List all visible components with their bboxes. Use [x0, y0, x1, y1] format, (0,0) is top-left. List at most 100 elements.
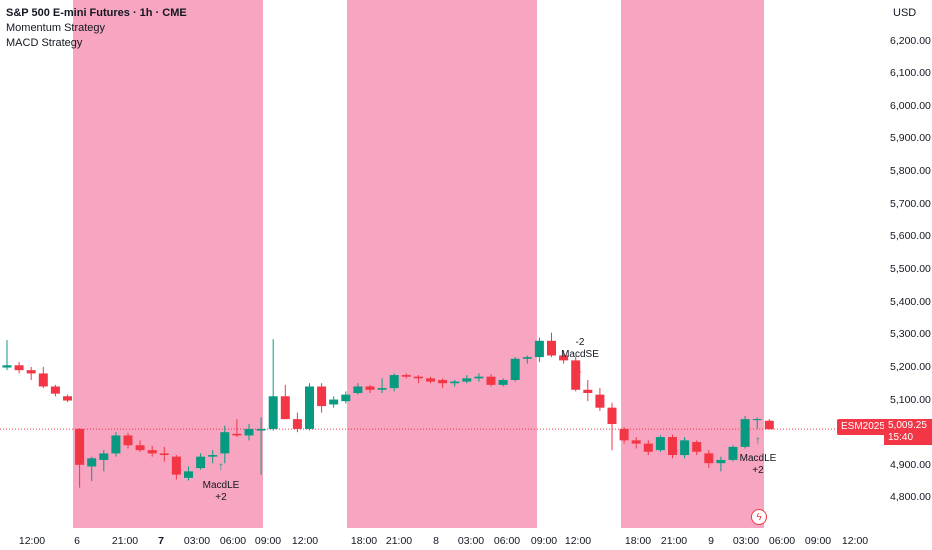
price-tick-label: 6,000.00 — [890, 99, 931, 112]
price-tick-label: 5,500.00 — [890, 262, 931, 275]
short-entry-arrow-icon: ↓ — [577, 362, 583, 376]
currency-label[interactable]: USD — [893, 7, 917, 19]
candle-body — [2, 365, 12, 368]
time-tick-label: 09:00 — [530, 535, 558, 547]
time-axis[interactable]: 12:00 6 21:00 7 03:00 06:00 09:00 12:00 18:00 21:… — [0, 528, 884, 550]
annotation-qty: -2 — [575, 337, 585, 348]
candle-body — [159, 453, 169, 456]
annotation-qty: +2 — [215, 492, 227, 503]
time-tick-label: 12:00 — [564, 535, 592, 547]
trade-annotation-long-1: MacdLE +2 — [203, 480, 240, 504]
session-band-2 — [347, 0, 537, 528]
candle-body — [680, 440, 690, 456]
symbol-title[interactable]: S&P 500 E-mini Futures · 1h · CME — [6, 7, 187, 19]
time-tick-label: 03:00 — [457, 535, 485, 547]
lightning-icon[interactable]: ϟ — [751, 509, 767, 525]
long-entry-arrow-icon: ↑ — [755, 433, 761, 447]
candle-body — [99, 453, 109, 460]
candle-body — [135, 445, 145, 451]
candle-body — [462, 378, 472, 382]
bar-countdown: 15:40 — [888, 432, 914, 443]
candle-body — [571, 360, 581, 390]
candle-body — [631, 440, 641, 444]
candle-body — [764, 420, 774, 430]
trade-annotation-long-2: MacdLE +2 — [740, 453, 777, 477]
candle-body — [317, 386, 327, 407]
candle-body — [704, 453, 714, 464]
candle-body — [583, 389, 593, 394]
candle-body — [365, 386, 375, 390]
candle-body — [305, 386, 314, 429]
time-tick-label: 03:00 — [732, 535, 760, 547]
price-tick-label: 5,700.00 — [890, 197, 931, 210]
candle-body — [147, 450, 157, 454]
candle-body — [14, 365, 24, 371]
candle-body — [292, 419, 302, 429]
candle-body — [522, 357, 532, 359]
indicator-momentum-strategy[interactable]: Momentum Strategy — [6, 22, 106, 34]
candle-body — [111, 435, 121, 454]
candle-body — [655, 437, 665, 451]
candle-body — [498, 379, 508, 385]
time-tick-label: 18:00 — [350, 535, 378, 547]
time-tick-label: 09:00 — [254, 535, 282, 547]
time-tick-label: 12:00 — [18, 535, 46, 547]
candle-body — [63, 396, 72, 401]
annotation-qty: +2 — [752, 465, 764, 476]
candle-body — [341, 394, 351, 402]
price-tick-label: 5,900.00 — [890, 132, 931, 145]
time-tick-label: 7 — [158, 535, 164, 547]
price-tick-label: 5,200.00 — [890, 360, 931, 373]
time-tick-label: 21:00 — [660, 535, 688, 547]
price-axis[interactable]: 6,200.00 6,100.00 6,000.00 5,900.00 5,800.00… — [884, 0, 932, 550]
candle-body — [184, 471, 193, 478]
candle-body — [389, 375, 399, 389]
price-chart[interactable] — [0, 0, 884, 528]
candle-body — [75, 428, 85, 465]
time-tick-label: 6 — [74, 535, 80, 547]
price-tick-label: 5,100.00 — [890, 393, 931, 406]
candle-body — [752, 419, 762, 421]
candle-body — [438, 379, 448, 384]
time-tick-label: 12:00 — [841, 535, 869, 547]
candle-body — [486, 376, 496, 385]
price-tick-label: 6,200.00 — [890, 34, 931, 47]
session-band-3 — [621, 0, 764, 528]
candle-body — [692, 441, 702, 452]
candle-body — [329, 399, 339, 405]
time-tick-label: 03:00 — [183, 535, 211, 547]
session-band-1 — [73, 0, 263, 528]
annotation-label: MacdSE — [561, 349, 599, 360]
price-tick-label: 5,400.00 — [890, 295, 931, 308]
price-tick-label: 5,600.00 — [890, 230, 931, 243]
chart-legend: S&P 500 E-mini Futures · 1h · CME Moment… — [6, 6, 187, 51]
candle-body — [534, 340, 544, 358]
time-tick-label: 8 — [433, 535, 439, 547]
candle-body — [510, 358, 520, 380]
candle-body — [220, 432, 230, 454]
time-tick-label: 06:00 — [493, 535, 521, 547]
price-tick-label: 4,800.00 — [890, 491, 931, 504]
time-tick-label: 9 — [708, 535, 714, 547]
time-tick-label: 06:00 — [219, 535, 247, 547]
candle-body — [595, 394, 605, 408]
candle-body — [87, 458, 97, 467]
candle-body — [196, 456, 206, 469]
candle-body — [547, 340, 556, 356]
price-tick-label: 5,300.00 — [890, 328, 931, 341]
price-tick-label: 6,100.00 — [890, 67, 931, 80]
last-price: 5,009.25 — [888, 420, 927, 431]
price-tick-label: 4,900.00 — [890, 458, 931, 471]
candle-body — [50, 386, 60, 394]
candle-body — [474, 376, 484, 379]
time-tick-label: 18:00 — [624, 535, 652, 547]
candle-body — [377, 388, 387, 390]
candle-body — [123, 435, 133, 446]
long-entry-arrow-icon: ↑ — [218, 459, 224, 473]
candle-body — [728, 446, 738, 460]
indicator-macd-strategy[interactable]: MACD Strategy — [6, 37, 83, 49]
candle-body — [401, 375, 411, 377]
candle-body — [426, 378, 435, 382]
time-tick-label: 21:00 — [385, 535, 413, 547]
